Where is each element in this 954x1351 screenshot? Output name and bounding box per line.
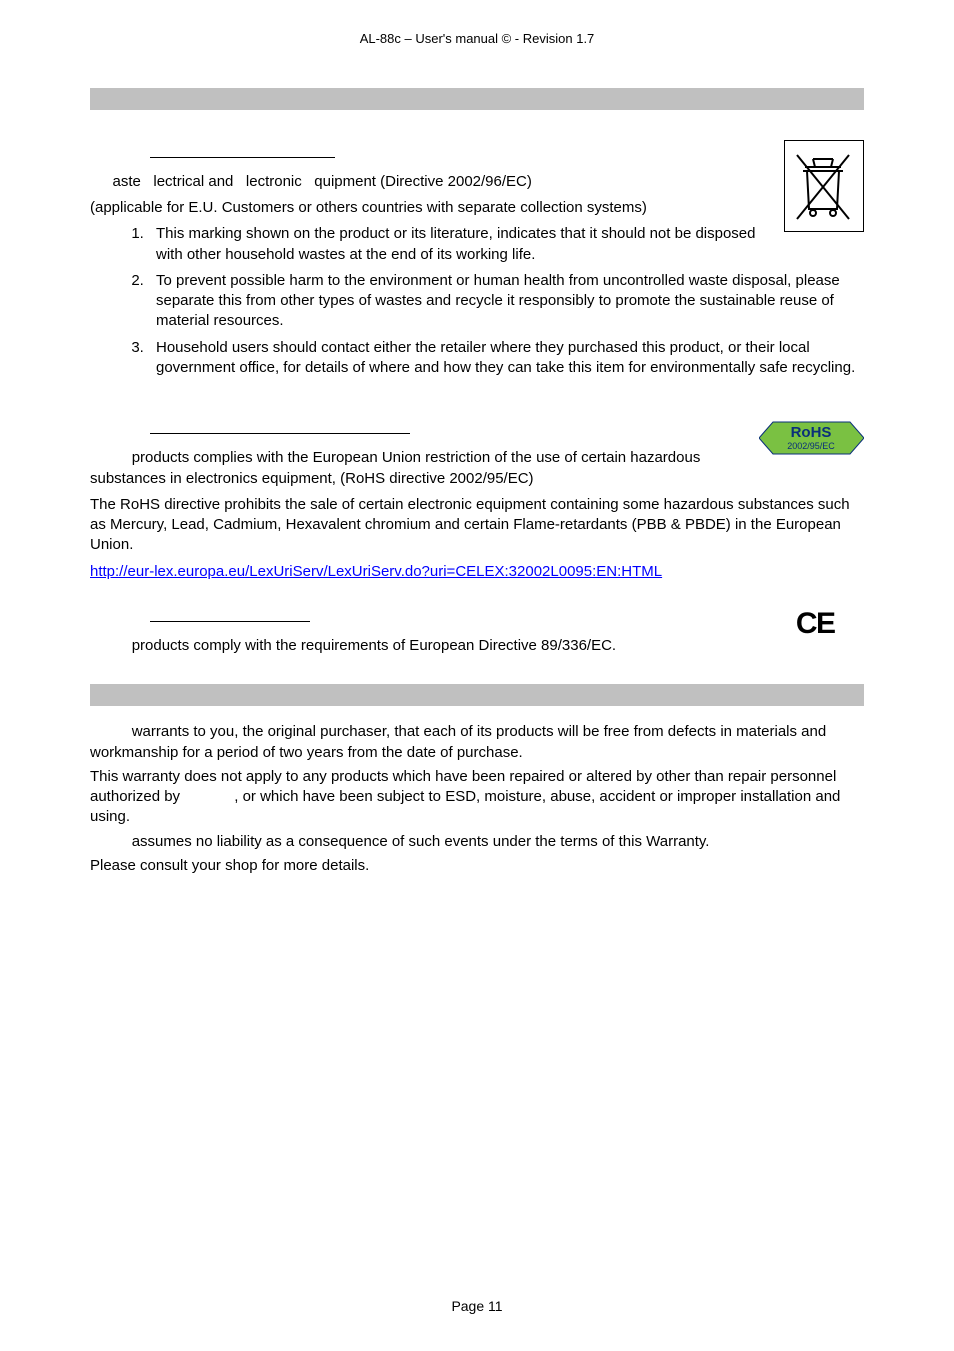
weee-item-3: Household users should contact either th… <box>148 338 864 379</box>
weee-line2: (applicable for E.U. Customers or others… <box>90 198 864 218</box>
rohs-title-underline <box>150 416 410 434</box>
ce-mark-icon: C E <box>796 604 834 645</box>
ce-title-underline <box>150 604 310 622</box>
weee-item-2: To prevent possible harm to the environm… <box>148 271 864 332</box>
warranty-section: warrants to you, the original purchaser,… <box>90 722 864 876</box>
page-footer: Page 11 <box>0 1297 954 1316</box>
warranty-p3: assumes no liability as a consequence of… <box>90 832 864 852</box>
page-header: AL-88c – User's manual © - Revision 1.7 <box>90 30 864 48</box>
warranty-p1: warrants to you, the original purchaser,… <box>90 722 864 763</box>
weee-list: This marking shown on the product or its… <box>148 224 864 378</box>
rohs-badge-bottom: 2002/95/EC <box>787 441 835 451</box>
rohs-para2: The RoHS directive prohibits the sale of… <box>90 495 864 556</box>
warranty-p2: This warranty does not apply to any prod… <box>90 767 864 828</box>
section-bar-2 <box>90 684 864 706</box>
rohs-link[interactable]: http://eur-lex.europa.eu/LexUriServ/LexU… <box>90 563 662 580</box>
warranty-p4: Please consult your shop for more detail… <box>90 856 864 876</box>
rohs-para1: products complies with the European Unio… <box>90 448 864 489</box>
weee-item-1: This marking shown on the product or its… <box>148 224 864 265</box>
ce-para: products comply with the requirements of… <box>90 636 864 656</box>
section-bar-1 <box>90 88 864 110</box>
weee-icon <box>784 140 864 232</box>
weee-title-underline <box>150 140 335 158</box>
rohs-section: RoHS 2002/95/EC products complies with t… <box>90 416 864 582</box>
weee-section: aste lectrical and lectronic quipment (D… <box>90 140 864 395</box>
rohs-badge-top: RoHS <box>791 424 832 441</box>
rohs-icon: RoHS 2002/95/EC <box>759 416 864 460</box>
weee-line1: aste lectrical and lectronic quipment (D… <box>100 172 864 192</box>
ce-section: C E products comply with the requirement… <box>90 604 864 663</box>
